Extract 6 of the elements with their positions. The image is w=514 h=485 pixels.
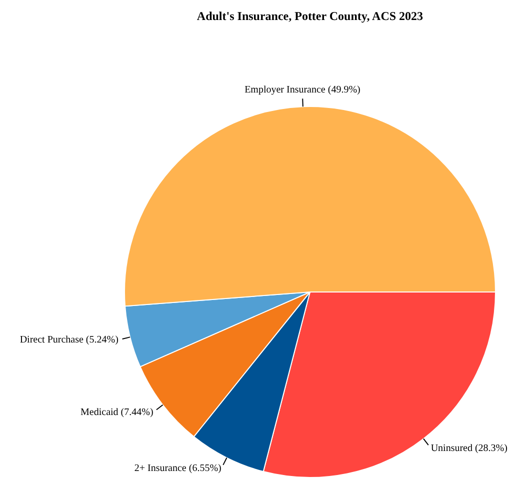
slice-label: 2+ Insurance (6.55%) [134, 463, 222, 474]
slice-label: Employer Insurance (49.9%) [244, 84, 360, 96]
slice-label: Medicaid (7.44%) [80, 406, 154, 418]
slice-label: Uninsured (28.3%) [430, 442, 508, 454]
chart-title: Adult's Insurance, Potter County, ACS 2023 [196, 9, 424, 24]
slice-label: Direct Purchase (5.24%) [20, 334, 118, 346]
